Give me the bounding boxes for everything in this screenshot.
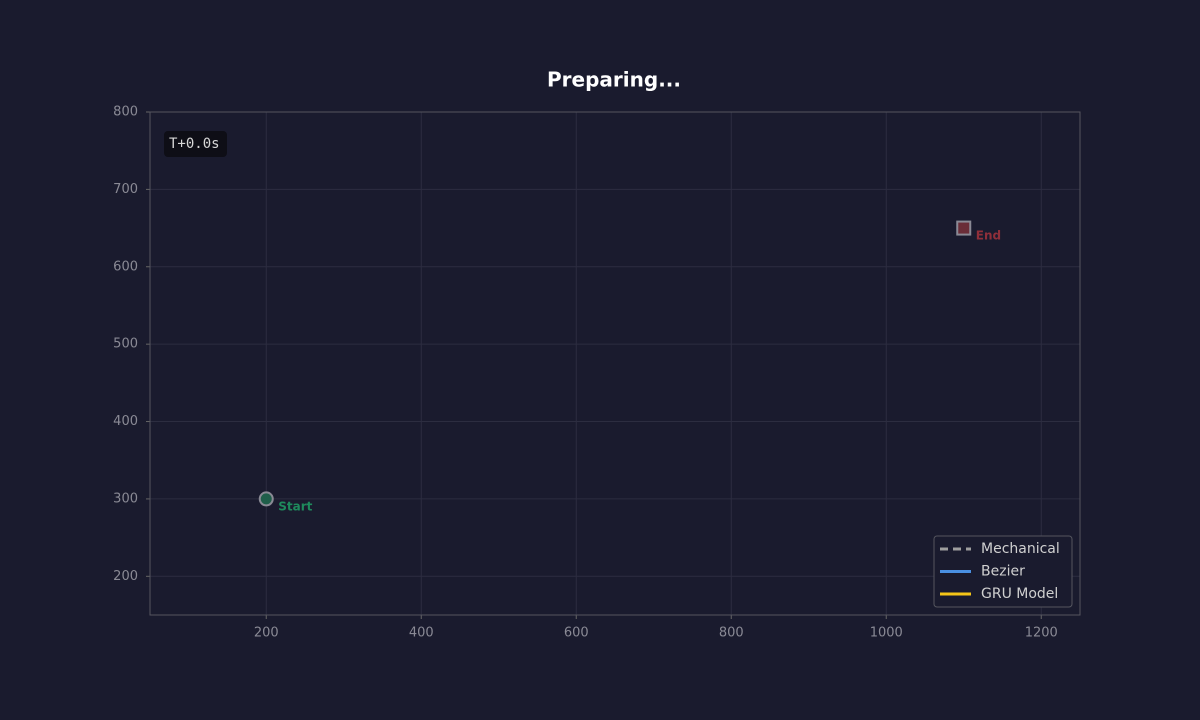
- plot-frame: [149, 111, 1081, 616]
- legend-label: Mechanical: [981, 541, 1060, 557]
- y-tick-label: 400: [113, 414, 138, 429]
- x-tick-label: 400: [409, 626, 434, 641]
- timer: T+0.0s: [169, 136, 220, 152]
- end-marker: [956, 220, 972, 236]
- point-label: Start: [278, 499, 312, 513]
- y-tick-label: 800: [113, 105, 138, 120]
- x-tick-label: 1200: [1025, 626, 1058, 641]
- chart-title: Preparing...: [547, 68, 681, 92]
- timer-box: [164, 131, 227, 157]
- y-tick-label: 500: [113, 337, 138, 352]
- legend: Mechanical Bezier GRU Model: [933, 535, 1073, 608]
- start-marker: [258, 491, 274, 507]
- x-tick-label: 1000: [870, 626, 903, 641]
- y-tick-label: 200: [113, 569, 138, 584]
- legend-box: [933, 535, 1073, 608]
- legend-label: GRU Model: [981, 586, 1058, 602]
- x-tick-label: 200: [254, 626, 279, 641]
- plot-area: [150, 112, 1080, 615]
- legend-label: Bezier: [981, 564, 1025, 580]
- point-label: End: [976, 229, 1001, 243]
- x-tick-label: 600: [564, 626, 589, 641]
- x-tick-label: 800: [719, 626, 744, 641]
- y-tick-label: 700: [113, 182, 138, 197]
- y-tick-label: 600: [113, 259, 138, 274]
- y-tick-label: 300: [113, 491, 138, 506]
